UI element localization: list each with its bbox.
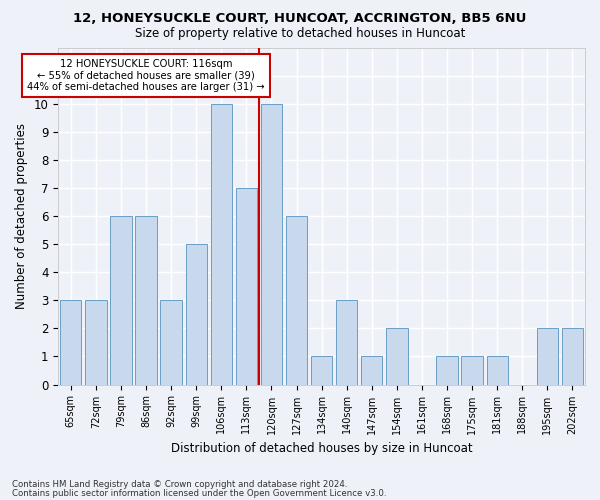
Bar	[136, 216, 157, 384]
Bar	[336, 300, 358, 384]
Text: Size of property relative to detached houses in Huncoat: Size of property relative to detached ho…	[135, 28, 465, 40]
Bar	[85, 300, 107, 384]
Bar	[537, 328, 558, 384]
Bar	[261, 104, 282, 384]
Bar	[60, 300, 82, 384]
Bar	[487, 356, 508, 384]
Bar	[286, 216, 307, 384]
Text: Contains HM Land Registry data © Crown copyright and database right 2024.: Contains HM Land Registry data © Crown c…	[12, 480, 347, 489]
Bar	[562, 328, 583, 384]
Text: 12, HONEYSUCKLE COURT, HUNCOAT, ACCRINGTON, BB5 6NU: 12, HONEYSUCKLE COURT, HUNCOAT, ACCRINGT…	[73, 12, 527, 26]
Text: 12 HONEYSUCKLE COURT: 116sqm
← 55% of detached houses are smaller (39)
44% of se: 12 HONEYSUCKLE COURT: 116sqm ← 55% of de…	[27, 58, 265, 92]
Bar	[110, 216, 131, 384]
Bar	[311, 356, 332, 384]
Bar	[436, 356, 458, 384]
Bar	[236, 188, 257, 384]
Bar	[185, 244, 207, 384]
Bar	[211, 104, 232, 384]
X-axis label: Distribution of detached houses by size in Huncoat: Distribution of detached houses by size …	[171, 442, 472, 455]
Bar	[361, 356, 382, 384]
Bar	[160, 300, 182, 384]
Y-axis label: Number of detached properties: Number of detached properties	[15, 123, 28, 309]
Bar	[461, 356, 483, 384]
Text: Contains public sector information licensed under the Open Government Licence v3: Contains public sector information licen…	[12, 488, 386, 498]
Bar	[386, 328, 407, 384]
